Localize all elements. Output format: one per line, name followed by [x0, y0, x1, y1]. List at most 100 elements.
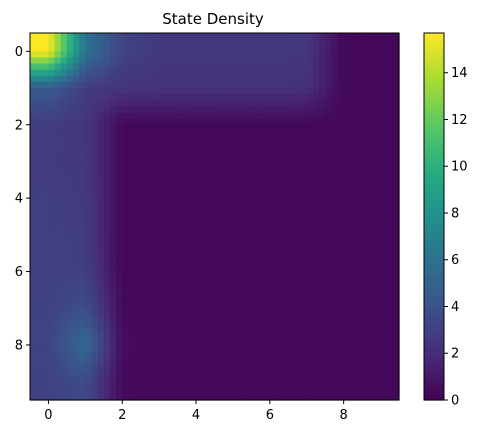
- heatmap-cell: [226, 39, 234, 46]
- heatmap-cell: [269, 253, 277, 260]
- heatmap-cell: [79, 51, 86, 59]
- heatmap-cell: [355, 216, 363, 224]
- heatmap-cell: [128, 240, 136, 248]
- heatmap-cell: [146, 253, 154, 260]
- heatmap-cell: [214, 216, 222, 224]
- heatmap-cell: [276, 51, 283, 59]
- heatmap-cell: [30, 69, 37, 77]
- heatmap-cell: [103, 143, 111, 150]
- colorbar-segment: [424, 179, 444, 184]
- heatmap-cell: [134, 344, 142, 352]
- heatmap-cell: [36, 106, 43, 114]
- heatmap-cell: [362, 283, 369, 291]
- heatmap-cell: [220, 314, 228, 322]
- heatmap-cell: [42, 69, 50, 77]
- heatmap-cell: [374, 161, 382, 169]
- heatmap-cell: [85, 302, 93, 309]
- heatmap-cell: [60, 100, 68, 107]
- heatmap-cell: [251, 271, 259, 279]
- heatmap-cell: [116, 118, 123, 126]
- heatmap-cell: [294, 228, 302, 236]
- heatmap-cell: [245, 387, 252, 395]
- heatmap-cell: [251, 265, 259, 273]
- heatmap-cell: [66, 296, 74, 303]
- heatmap-cell: [380, 259, 388, 267]
- heatmap-cell: [66, 357, 74, 364]
- heatmap-cell: [325, 57, 332, 65]
- heatmap-cell: [73, 247, 80, 254]
- heatmap-cell: [66, 369, 74, 377]
- heatmap-cell: [79, 326, 86, 334]
- heatmap-cell: [337, 338, 345, 346]
- heatmap-cell: [116, 326, 123, 334]
- y-tick-label: 8: [15, 338, 23, 353]
- heatmap-cell: [66, 283, 74, 291]
- heatmap-cell: [226, 204, 234, 211]
- heatmap-cell: [79, 357, 86, 364]
- heatmap-cell: [239, 326, 246, 334]
- heatmap-cell: [109, 149, 117, 156]
- heatmap-cell: [202, 259, 209, 267]
- heatmap-cell: [325, 100, 332, 107]
- heatmap-cell: [392, 106, 400, 114]
- heatmap-cell: [30, 271, 37, 279]
- heatmap-cell: [183, 143, 191, 150]
- heatmap-cell: [214, 302, 222, 309]
- heatmap-cell: [73, 94, 80, 101]
- heatmap-cell: [177, 216, 185, 224]
- heatmap-cell: [263, 88, 271, 95]
- heatmap-cell: [54, 381, 62, 389]
- heatmap-cell: [343, 228, 351, 236]
- heatmap-cell: [208, 247, 216, 254]
- heatmap-cell: [153, 308, 160, 315]
- heatmap-cell: [48, 198, 56, 205]
- heatmap-cell: [232, 265, 240, 273]
- heatmap-cell: [362, 363, 369, 371]
- heatmap-cell: [153, 118, 160, 126]
- heatmap-cell: [220, 222, 228, 230]
- heatmap-cell: [48, 375, 56, 383]
- heatmap-cell: [331, 136, 339, 144]
- heatmap-cell: [196, 271, 203, 279]
- heatmap-cell: [109, 271, 117, 279]
- heatmap-cell: [165, 33, 173, 40]
- heatmap-cell: [36, 173, 43, 181]
- heatmap-cell: [368, 259, 375, 267]
- heatmap-cell: [103, 94, 111, 101]
- heatmap-cell: [288, 387, 296, 395]
- heatmap-cell: [177, 283, 185, 291]
- heatmap-cell: [312, 51, 320, 59]
- heatmap-cell: [60, 253, 68, 260]
- heatmap-cell: [226, 75, 234, 83]
- heatmap-cell: [116, 338, 123, 346]
- heatmap-cell: [85, 381, 93, 389]
- heatmap-cell: [282, 332, 289, 340]
- heatmap-cell: [103, 259, 111, 267]
- heatmap-cell: [189, 167, 197, 175]
- heatmap-cell: [60, 271, 68, 279]
- heatmap-cell: [257, 332, 265, 340]
- heatmap-cell: [48, 393, 56, 401]
- heatmap-cell: [232, 210, 240, 218]
- heatmap-cell: [220, 259, 228, 267]
- heatmap-cell: [325, 320, 332, 328]
- heatmap-cell: [239, 210, 246, 218]
- heatmap-cell: [300, 118, 308, 126]
- heatmap-cell: [91, 100, 99, 107]
- heatmap-cell: [177, 302, 185, 309]
- heatmap-cell: [73, 63, 80, 71]
- heatmap-cell: [116, 247, 123, 254]
- heatmap-cell: [208, 75, 216, 83]
- colorbar-frame: [423, 32, 445, 401]
- heatmap-cell: [263, 118, 271, 126]
- heatmap-cell: [60, 289, 68, 297]
- heatmap-cell: [42, 39, 50, 46]
- heatmap-cell: [116, 234, 123, 242]
- heatmap-cell: [319, 118, 326, 126]
- heatmap-cell: [380, 357, 388, 364]
- colorbar-segment: [424, 127, 444, 132]
- heatmap-cell: [30, 179, 37, 187]
- heatmap-cell: [159, 88, 166, 95]
- heatmap-cell: [97, 63, 105, 71]
- heatmap-cell: [349, 302, 357, 309]
